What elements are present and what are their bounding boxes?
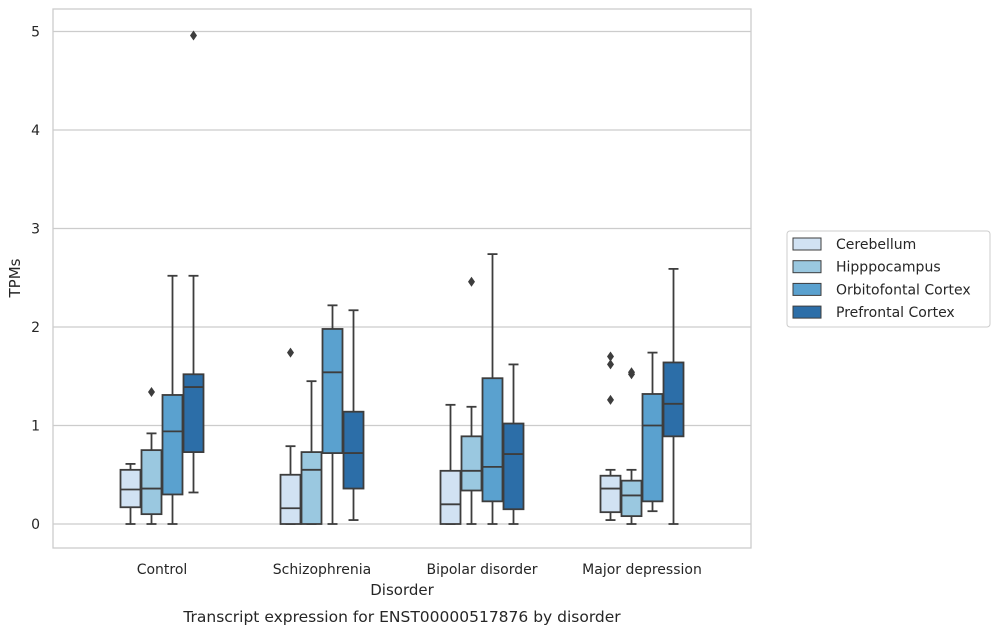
- x-axis-label: Disorder: [370, 581, 434, 599]
- iqr-box: [481, 377, 504, 503]
- iqr-box: [662, 361, 685, 438]
- box-0-2: [439, 403, 462, 525]
- box-3-0: [182, 30, 205, 494]
- box-2-0: [161, 274, 184, 525]
- box-1-2: [460, 276, 483, 525]
- y-tick-labels: 0 1 2 3 4 5: [31, 25, 40, 534]
- y-tick-label: 1: [31, 419, 40, 435]
- box-3-3: [662, 267, 685, 525]
- y-tick-label: 0: [31, 517, 40, 533]
- iqr-box: [140, 449, 163, 516]
- outlier-marker: [468, 276, 475, 287]
- box-2-2: [481, 253, 504, 525]
- iqr-box: [182, 373, 205, 453]
- outlier-marker: [287, 347, 294, 358]
- iqr-box: [342, 410, 365, 490]
- outlier-marker: [628, 367, 635, 378]
- box-1-3: [620, 367, 643, 525]
- outlier-marker: [607, 351, 614, 362]
- iqr-box: [279, 473, 302, 525]
- iqr-box: [300, 451, 323, 525]
- legend-label: Cerebellum: [836, 237, 916, 253]
- iqr-box: [599, 474, 622, 514]
- iqr-box: [502, 422, 525, 511]
- y-tick-label: 4: [31, 123, 40, 139]
- box-0-1: [279, 347, 302, 525]
- legend-swatch: [792, 260, 822, 274]
- iqr-box: [460, 435, 483, 492]
- y-tick-label: 3: [31, 222, 40, 238]
- box-3-1: [342, 309, 365, 521]
- iqr-box: [119, 468, 142, 509]
- box-0-3: [599, 351, 622, 521]
- iqr-box: [439, 469, 462, 525]
- iqr-box: [161, 394, 184, 496]
- box-0-0: [119, 463, 142, 525]
- legend-swatch: [792, 305, 822, 319]
- iqr-box: [620, 479, 643, 518]
- legend-label: Prefrontal Cortex: [836, 305, 955, 321]
- chart-caption: Transcript expression for ENST0000051787…: [182, 608, 621, 626]
- iqr-box: [321, 328, 344, 454]
- legend-items: Cerebellum Hipppocampus Orbitofontal Corte…: [792, 237, 971, 321]
- y-axis-label: TPMs: [6, 258, 24, 298]
- box-1-0: [140, 387, 163, 525]
- box-3-2: [502, 363, 525, 525]
- iqr-box: [641, 393, 664, 503]
- box-2-1: [321, 304, 344, 525]
- x-tick-labels: Control Schizophrenia Bipolar disorder Majo…: [137, 562, 702, 578]
- legend-label: Hipppocampus: [836, 260, 941, 276]
- plot-frame: [52, 8, 752, 549]
- legend-label: Orbitofontal Cortex: [836, 282, 971, 298]
- x-tick-label: Schizophrenia: [273, 562, 371, 578]
- boxes: [119, 30, 685, 525]
- box-2-3: [641, 351, 664, 513]
- outlier-marker: [148, 387, 155, 398]
- outlier-marker: [190, 30, 197, 41]
- legend-swatch: [792, 282, 822, 296]
- legend: Cerebellum Hipppocampus Orbitofontal Corte…: [786, 230, 991, 328]
- x-tick-label: Major depression: [582, 562, 702, 578]
- y-tick-label: 5: [31, 25, 40, 41]
- outlier-marker: [607, 394, 614, 405]
- legend-frame: [786, 230, 991, 328]
- x-tick-label: Control: [137, 562, 188, 578]
- x-tick-label: Bipolar disorder: [426, 562, 537, 578]
- box-1-1: [300, 380, 323, 525]
- y-tick-label: 2: [31, 320, 40, 336]
- outlier-marker: [607, 359, 614, 370]
- legend-swatch: [792, 237, 822, 251]
